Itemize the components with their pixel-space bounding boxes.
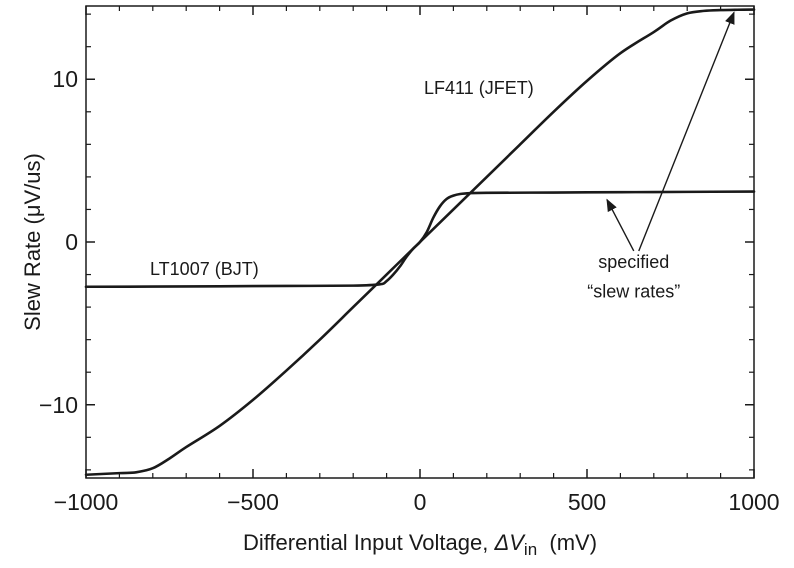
series-label-lf411: LF411 (JFET)	[424, 78, 534, 98]
series-layer	[84, 8, 756, 477]
x-tick-label-3: 500	[568, 489, 606, 515]
x-axis-label-suffix: (mV)	[537, 530, 597, 555]
series-label-lt1007: LT1007 (BJT)	[150, 259, 259, 279]
x-axis-label-subscript: in	[524, 540, 537, 559]
y-axis-label: Slew Rate (μV/us)	[20, 153, 45, 331]
series-line-1	[84, 190, 756, 289]
annotation-text-0: specified	[598, 252, 669, 272]
y-tick-label-2: 10	[52, 66, 78, 92]
y-axis: −10 0 10	[39, 13, 754, 471]
x-tick-label-4: 1000	[728, 489, 779, 515]
series-line-0	[84, 8, 756, 477]
x-tick-label-0: −1000	[54, 489, 119, 515]
annotation-layer: specified “slew rates”	[587, 11, 735, 301]
y-tick-label-0: −10	[39, 392, 78, 418]
x-axis-label-prefix: Differential Input Voltage,	[243, 530, 495, 555]
x-axis-label: Differential Input Voltage, ΔVin (mV)	[243, 530, 597, 559]
x-tick-label-1: −500	[227, 489, 279, 515]
x-axis-label-delta: ΔV	[493, 530, 526, 555]
y-tick-label-1: 0	[65, 229, 78, 255]
annotation-text-1: “slew rates”	[587, 281, 680, 301]
annotation-arrow-1	[638, 11, 735, 252]
annotation-arrow-0	[606, 198, 635, 252]
x-tick-label-2: 0	[414, 489, 427, 515]
x-axis: −1000 −500 0 500 1000	[54, 6, 780, 515]
